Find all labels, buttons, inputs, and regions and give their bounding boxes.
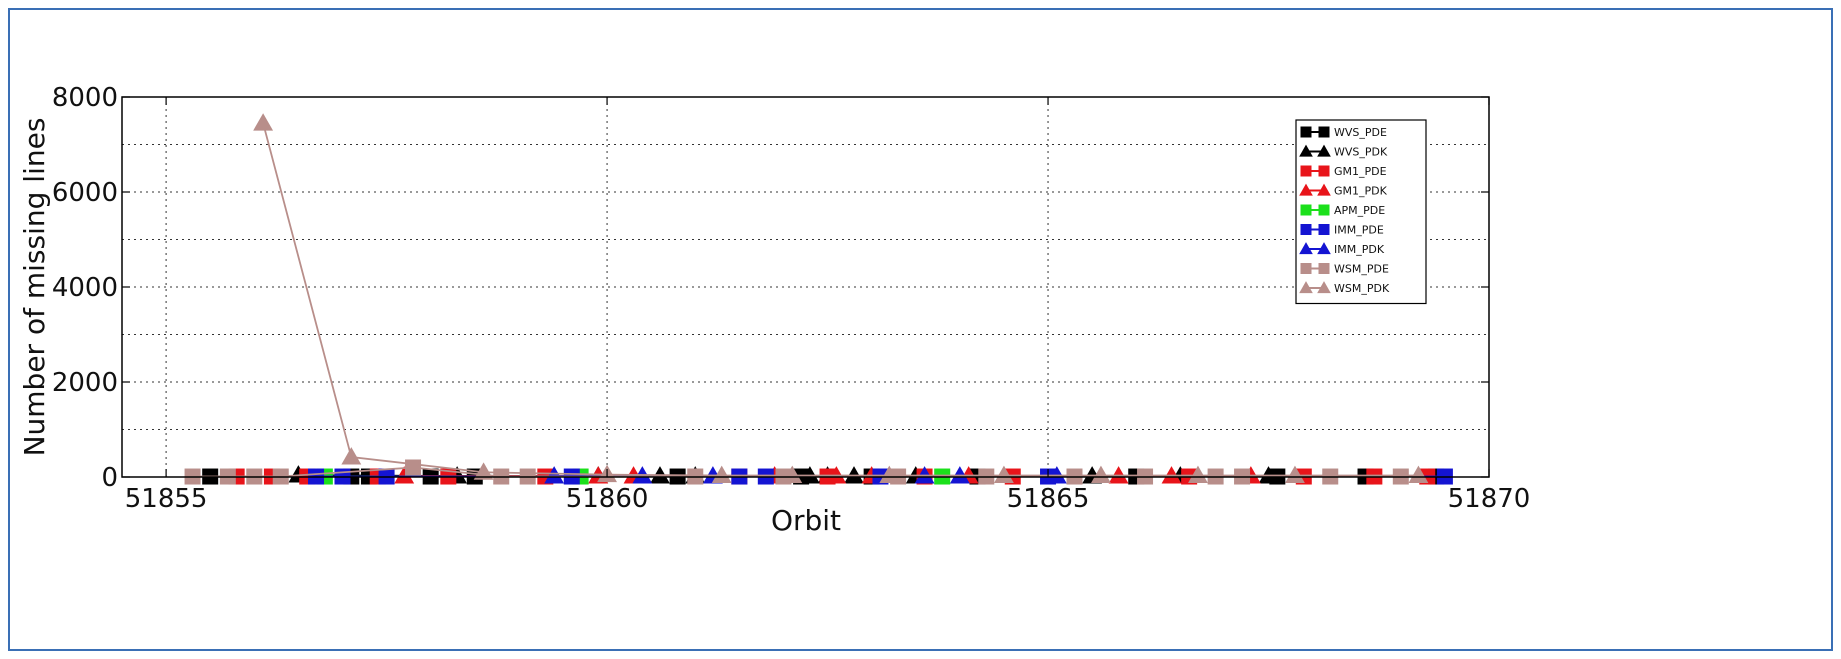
data-point (1317, 183, 1331, 196)
axis-ticks: 51855 51860 51865 51870 0 2000 4000 6000 8000 (52, 83, 1531, 514)
data-point (1188, 465, 1208, 484)
legend-label: GM1_PDE (1334, 165, 1387, 178)
y-axis-title: Number of missing lines (18, 118, 51, 457)
data-point (1318, 204, 1330, 216)
data-point (1091, 465, 1111, 484)
data-point (1299, 281, 1313, 294)
data-point (1408, 465, 1429, 484)
data-point (1300, 204, 1312, 216)
legend-entry: WVS_PDE (1300, 126, 1387, 139)
data-point (1300, 224, 1312, 235)
legend-label: WSM_PDE (1334, 263, 1389, 276)
x-tick-label: 51855 (125, 484, 208, 514)
legend-label: APM_PDE (1334, 204, 1385, 217)
data-point (782, 465, 803, 484)
data-point (1318, 224, 1330, 235)
data-point (1299, 242, 1313, 255)
x-axis-title: Orbit (771, 504, 841, 537)
data-point (1318, 165, 1330, 177)
legend: WVS_PDE WVS_PDK GM1_PDE GM1_PDK APM_PDE IMM_P… (1295, 119, 1427, 305)
legend-entry: WSM_PDE (1300, 263, 1389, 276)
data-point (1299, 144, 1313, 157)
legend-label: WVS_PDK (1334, 146, 1388, 159)
series-layer (184, 113, 1453, 485)
legend-entry: APM_PDE (1300, 204, 1385, 217)
data-point (1318, 263, 1330, 274)
legend-entry: IMM_PDK (1299, 242, 1385, 256)
data-point (1299, 183, 1313, 196)
legend-entry: IMM_PDE (1300, 224, 1384, 237)
data-point (1300, 165, 1312, 177)
legend-label: WVS_PDE (1334, 126, 1387, 139)
data-point (405, 459, 422, 476)
data-point (473, 462, 494, 480)
legend-label: WSM_PDK (1334, 282, 1390, 295)
data-point (994, 465, 1014, 484)
data-point (1285, 465, 1305, 484)
data-point (544, 466, 565, 484)
y-tick-label: 0 (101, 463, 118, 493)
x-tick-label: 51860 (566, 484, 649, 514)
data-point (1317, 242, 1331, 255)
data-point (394, 466, 415, 484)
y-tick-label: 8000 (52, 83, 118, 113)
x-tick-label: 51870 (1448, 484, 1531, 514)
data-point (341, 447, 362, 465)
x-tick-label: 51865 (1007, 484, 1090, 514)
legend-entry: GM1_PDK (1299, 183, 1388, 198)
data-point (1300, 263, 1312, 274)
legend-entry: WSM_PDK (1299, 281, 1390, 295)
data-point (1317, 144, 1331, 157)
y-tick-label: 6000 (52, 178, 118, 208)
legend-label: IMM_PDK (1334, 243, 1385, 256)
legend-label: IMM_PDE (1334, 224, 1384, 237)
legend-entry: GM1_PDE (1300, 165, 1387, 178)
data-point (711, 465, 732, 484)
data-point (253, 113, 274, 131)
y-tick-label: 4000 (52, 273, 118, 303)
legend-label: GM1_PDK (1334, 185, 1388, 198)
data-point (1317, 281, 1331, 294)
data-point (1300, 126, 1312, 138)
data-point (879, 465, 900, 484)
series-line (262, 122, 1419, 477)
y-tick-label: 2000 (52, 368, 118, 398)
legend-entry: WVS_PDK (1299, 144, 1388, 159)
data-point (1318, 126, 1330, 138)
plot-area (122, 97, 1489, 477)
